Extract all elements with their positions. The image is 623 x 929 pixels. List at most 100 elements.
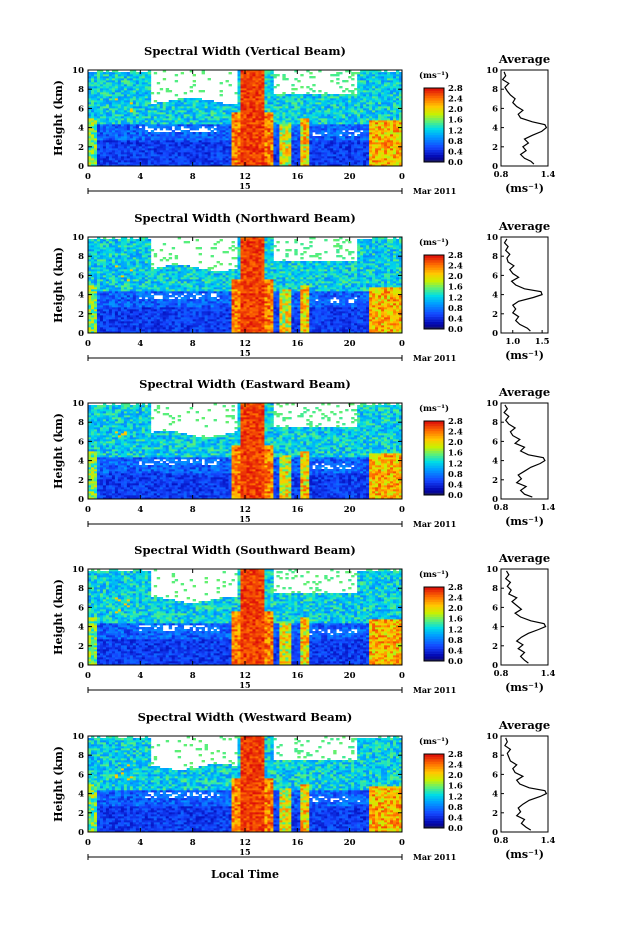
heatmap-cell bbox=[103, 281, 106, 283]
heatmap-cell bbox=[252, 84, 255, 86]
heatmap-cell bbox=[169, 132, 172, 134]
heatmap-cell bbox=[121, 78, 124, 80]
heatmap-cell bbox=[106, 287, 109, 289]
heatmap-cell bbox=[390, 148, 393, 150]
heatmap-cell bbox=[118, 247, 121, 249]
heatmap-cell bbox=[318, 114, 321, 116]
heatmap-cell bbox=[136, 74, 139, 76]
heatmap-cell bbox=[255, 102, 258, 104]
heatmap-cell bbox=[142, 146, 145, 148]
heatmap-cell bbox=[360, 92, 363, 94]
heatmap-cell bbox=[97, 158, 100, 160]
heatmap-cell bbox=[330, 112, 333, 114]
heatmap-cell bbox=[291, 142, 294, 144]
heatmap-cell bbox=[220, 108, 223, 110]
heatmap-cell bbox=[330, 100, 333, 102]
heatmap-cell bbox=[172, 150, 175, 152]
heatmap-cell bbox=[381, 90, 384, 92]
heatmap-cell bbox=[258, 120, 261, 122]
heatmap-cell bbox=[100, 317, 103, 319]
heatmap-cell bbox=[109, 94, 112, 96]
heatmap-cell bbox=[291, 150, 294, 152]
heatmap-cell bbox=[106, 82, 109, 84]
heatmap-cell bbox=[223, 132, 226, 134]
heatmap-cell bbox=[112, 144, 115, 146]
heatmap-cell bbox=[100, 325, 103, 327]
heatmap-cell bbox=[103, 74, 106, 76]
heatmap-cell bbox=[172, 118, 175, 120]
heatmap-cell bbox=[94, 106, 97, 108]
heatmap-cell bbox=[348, 152, 351, 154]
heatmap-cell bbox=[333, 110, 336, 112]
heatmap-cell bbox=[264, 80, 267, 82]
heatmap-cell bbox=[145, 122, 148, 124]
heatmap-cell bbox=[112, 261, 115, 263]
heatmap-cell bbox=[106, 317, 109, 319]
heatmap-cell bbox=[249, 78, 252, 80]
heatmap-cell bbox=[121, 118, 124, 120]
heatmap-cell bbox=[169, 100, 172, 102]
heatmap-cell bbox=[273, 134, 276, 136]
heatmap-cell bbox=[124, 128, 127, 130]
heatmap-cell bbox=[229, 126, 232, 128]
heatmap-cell bbox=[255, 72, 258, 74]
heatmap-cell bbox=[133, 160, 136, 162]
heatmap-cell bbox=[94, 118, 97, 120]
heatmap-cell bbox=[378, 126, 381, 128]
heatmap-cell bbox=[124, 80, 127, 82]
heatmap-cell bbox=[339, 114, 342, 116]
heatmap-cell bbox=[97, 120, 100, 122]
heatmap-cell bbox=[148, 78, 151, 80]
heatmap-cell bbox=[91, 122, 94, 124]
heatmap-cell bbox=[106, 118, 109, 120]
heatmap-cell bbox=[160, 122, 163, 124]
heatmap-cell bbox=[220, 116, 223, 118]
heatmap-cell bbox=[142, 124, 145, 126]
heatmap-cell bbox=[169, 110, 172, 112]
heatmap-cell bbox=[321, 156, 324, 158]
heatmap-cell bbox=[357, 102, 360, 104]
heatmap-cell bbox=[91, 92, 94, 94]
heatmap-cell bbox=[306, 110, 309, 112]
heatmap-cell bbox=[223, 122, 226, 124]
heatmap-cell bbox=[297, 122, 300, 124]
heatmap-cell bbox=[363, 140, 366, 142]
heatmap-cell bbox=[360, 118, 363, 120]
heatmap-cell bbox=[115, 249, 118, 251]
heatmap-cell bbox=[100, 239, 103, 241]
heatmap-cell bbox=[267, 98, 270, 100]
heatmap-cell bbox=[130, 150, 133, 152]
heatmap-cell bbox=[244, 88, 247, 90]
heatmap-cell bbox=[109, 122, 112, 124]
heatmap-cell bbox=[181, 140, 184, 142]
heatmap-cell bbox=[181, 132, 184, 134]
heatmap-cell bbox=[109, 259, 112, 261]
heatmap-cell bbox=[145, 114, 148, 116]
heatmap-cell bbox=[387, 76, 390, 78]
heatmap-cell bbox=[312, 136, 315, 138]
heatmap-cell bbox=[109, 281, 112, 283]
heatmap-cell bbox=[178, 128, 181, 130]
heatmap-cell bbox=[297, 148, 300, 150]
heatmap-cell bbox=[124, 261, 127, 263]
heatmap-cell bbox=[124, 148, 127, 150]
heatmap-cell bbox=[235, 106, 238, 108]
heatmap-cell bbox=[357, 126, 360, 128]
heatmap-cell bbox=[363, 162, 366, 164]
heatmap-cell bbox=[309, 96, 312, 98]
heatmap-cell bbox=[229, 118, 232, 120]
heatmap-cell bbox=[276, 106, 279, 108]
heatmap-cell bbox=[178, 158, 181, 160]
heatmap-cell bbox=[127, 116, 130, 118]
heatmap-cell bbox=[363, 94, 366, 96]
heatmap-cell bbox=[229, 146, 232, 148]
heatmap-cell bbox=[133, 104, 136, 106]
heatmap-cell bbox=[339, 96, 342, 98]
heatmap-cell bbox=[142, 116, 145, 118]
heatmap-cell bbox=[106, 140, 109, 142]
heatmap-cell bbox=[315, 136, 318, 138]
heatmap-cell bbox=[315, 100, 318, 102]
heatmap-cell bbox=[244, 120, 247, 122]
heatmap-cell bbox=[297, 80, 300, 82]
heatmap-cell bbox=[169, 106, 172, 108]
